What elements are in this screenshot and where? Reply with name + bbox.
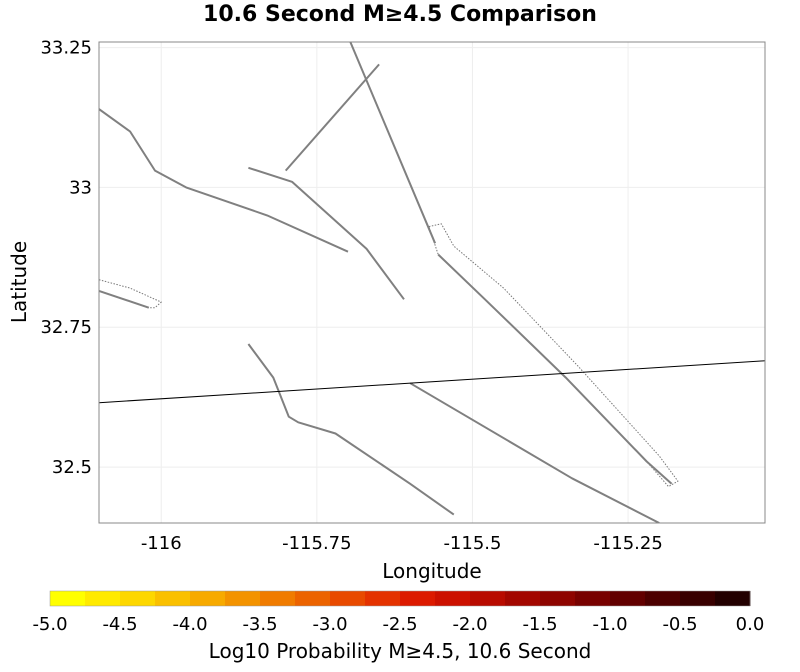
fault-trace: [99, 289, 150, 309]
fault-trace: [409, 382, 660, 523]
colorbar-tick-labels: -5.0 -4.5 -4.0 -3.5 -3.0 -2.5 -2.0 -1.5 -1.0 -0.5…: [32, 614, 764, 635]
y-tick-label: 32.75: [40, 317, 92, 338]
colorbar-swatch: [715, 591, 751, 606]
x-axis-label: Longitude: [382, 559, 481, 583]
colorbar-tick-label: -1.5: [522, 614, 557, 635]
colorbar-swatch: [575, 591, 611, 606]
plot-frame: [98, 41, 766, 524]
y-tick-labels: 33.25 33 32.75 32.5: [40, 38, 92, 478]
fault-trace: [247, 343, 455, 516]
colorbar-swatch: [295, 591, 331, 606]
colorbar-swatch: [610, 591, 646, 606]
x-tick-label: -115.5: [443, 533, 501, 554]
fault-trace: [349, 42, 437, 244]
fault-plane-outline: [428, 223, 679, 488]
colorbar-swatch: [435, 591, 471, 606]
colorbar-swatch: [50, 591, 86, 606]
colorbar-label: Log10 Probability M≥4.5, 10.6 Second: [208, 639, 592, 663]
colorbar: [49, 590, 751, 607]
colorbar-swatch: [85, 591, 121, 606]
fault-traces: [99, 42, 765, 523]
colorbar-tick-label: 0.0: [736, 614, 765, 635]
chart-title: 10.6 Second M≥4.5 Comparison: [203, 2, 597, 27]
x-tick-labels: -116 -115.75 -115.5 -115.25: [141, 533, 663, 554]
colorbar-swatch: [680, 591, 716, 606]
colorbar-tick-label: -4.0: [172, 614, 207, 635]
colorbar-tick-label: -0.5: [662, 614, 697, 635]
section-line: [99, 360, 765, 404]
x-tick-label: -115.75: [282, 533, 351, 554]
colorbar-swatch: [505, 591, 541, 606]
grid-lines: [99, 42, 765, 523]
fault-trace: [99, 108, 349, 253]
colorbar-swatch: [645, 591, 681, 606]
fault-trace: [284, 63, 380, 172]
fault-trace: [248, 166, 405, 300]
x-tick-label: -115.25: [593, 533, 662, 554]
colorbar-swatch: [365, 591, 401, 606]
colorbar-swatch: [400, 591, 436, 606]
colorbar-tick-label: -5.0: [32, 614, 67, 635]
colorbar-swatch: [540, 591, 576, 606]
colorbar-swatch: [470, 591, 506, 606]
colorbar-swatch: [330, 591, 366, 606]
x-tick-label: -116: [141, 533, 182, 554]
y-tick-label: 33.25: [40, 38, 92, 59]
y-axis-label: Latitude: [7, 241, 31, 323]
colorbar-swatch: [260, 591, 296, 606]
colorbar-tick-label: -2.0: [452, 614, 487, 635]
colorbar-swatch: [155, 591, 191, 606]
colorbar-swatch: [190, 591, 226, 606]
colorbar-swatch: [225, 591, 261, 606]
y-tick-label: 33: [69, 177, 92, 198]
colorbar-tick-label: -4.5: [102, 614, 137, 635]
fault-trace: [437, 253, 673, 485]
colorbar-tick-label: -3.5: [242, 614, 277, 635]
colorbar-tick-label: -2.5: [382, 614, 417, 635]
colorbar-swatch: [120, 591, 156, 606]
colorbar-tick-label: -1.0: [592, 614, 627, 635]
colorbar-frame: [49, 590, 751, 607]
y-tick-label: 32.5: [52, 457, 92, 478]
colorbar-tick-label: -3.0: [312, 614, 347, 635]
